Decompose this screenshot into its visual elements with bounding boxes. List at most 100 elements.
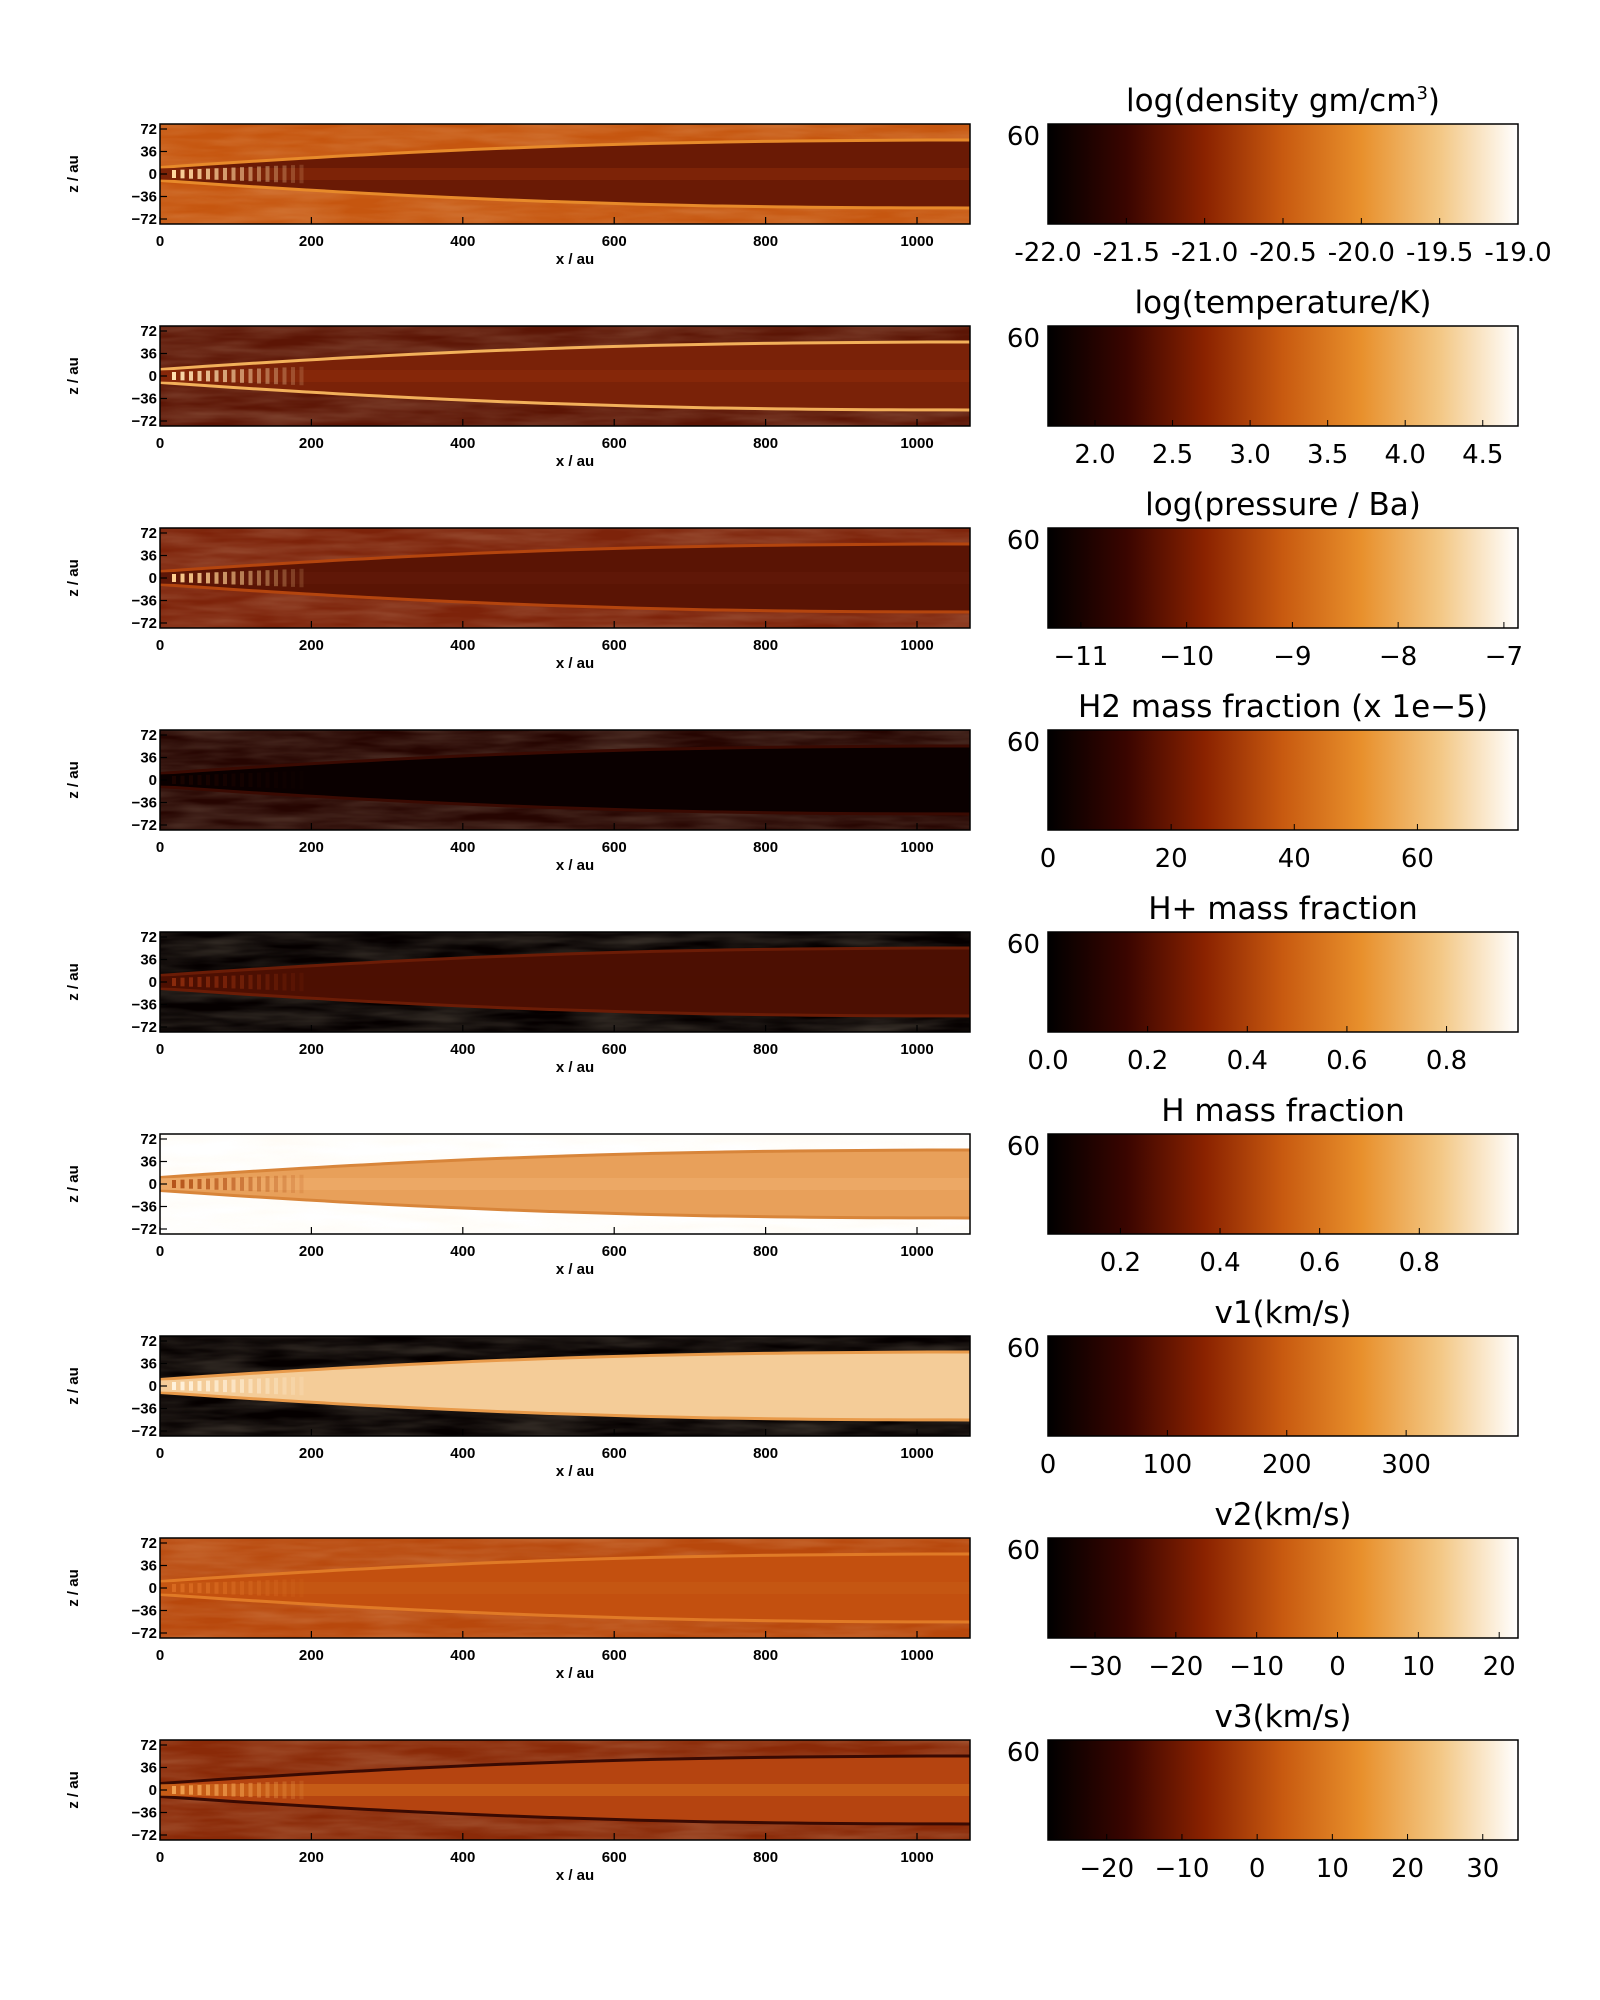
colorbar-tick-label: −11 [1053, 642, 1108, 672]
x-tick-label: 1000 [900, 1849, 933, 1866]
jet-knot [248, 772, 253, 788]
x-axis-label: x / au [556, 1665, 594, 1682]
jet-knot [172, 1584, 176, 1592]
x-tick-label: 1000 [900, 637, 933, 654]
jet-knot [197, 1380, 202, 1392]
panel-pressure: 72 36 0 −36 −72 0 200 400 600 800 1000 x / au z / au… [65, 487, 1523, 672]
colorbar-tick-label: 0.6 [1326, 1046, 1367, 1076]
jet-knot [206, 370, 210, 382]
jet-knot [282, 1579, 287, 1597]
x-tick-label: 200 [299, 637, 324, 654]
jet-knot [214, 1178, 219, 1190]
jet-knot [189, 775, 193, 785]
jet-knot [299, 568, 304, 588]
z-tick-label: 0 [149, 1580, 157, 1597]
jet-map-density [160, 124, 970, 224]
colorbar-tick-label: 20 [1483, 1652, 1516, 1682]
z-tick-label: 0 [149, 368, 157, 385]
colorbar-tick-label: 0.8 [1426, 1046, 1467, 1076]
jet-knot [240, 975, 244, 989]
x-tick-label: 0 [156, 435, 164, 452]
jet-knot [299, 1376, 304, 1396]
colorbar-tick-label: 100 [1143, 1450, 1193, 1480]
colorbar-title: v3(km/s) [1214, 1699, 1351, 1735]
z-tick-label: −36 [132, 189, 157, 206]
x-axis-label: x / au [556, 1867, 594, 1884]
colorbar-tick-label: 0 [1040, 1450, 1057, 1480]
jet-knot [197, 572, 202, 584]
jet-knot [231, 369, 236, 383]
jet-map-h2 [160, 730, 970, 830]
jet-knot [223, 1379, 227, 1393]
jet-knot [189, 1583, 193, 1593]
x-tick-label: 800 [753, 233, 778, 250]
jet-knot [197, 774, 202, 786]
z-tick-label: −36 [132, 1199, 157, 1216]
colorbar-tick-label: 20 [1391, 1854, 1424, 1884]
x-axis-label: x / au [556, 857, 594, 874]
z-axis-label: z / au [65, 761, 82, 799]
jet-knot [248, 368, 253, 384]
jet-knot [223, 1783, 227, 1797]
colorbar-v3 [1047, 1739, 1519, 1841]
jet-knot [189, 169, 193, 179]
jet-knot [265, 368, 270, 384]
jet-knot [248, 974, 253, 990]
jet-knot [248, 1782, 253, 1798]
z-tick-label: 0 [149, 1176, 157, 1193]
jet-knot [197, 1178, 202, 1190]
x-tick-label: 1000 [900, 233, 933, 250]
x-tick-label: 800 [753, 839, 778, 856]
z-tick-label: 0 [149, 1782, 157, 1799]
colorbar-tick-label: 0.4 [1227, 1046, 1268, 1076]
z-tick-label: 72 [140, 1131, 157, 1148]
jet-knot [223, 369, 227, 383]
colorbar-title-text: H mass fraction [1161, 1093, 1405, 1129]
jet-knot [189, 1179, 193, 1189]
z-axis-label: z / au [65, 1165, 82, 1203]
jet-knot [248, 570, 253, 586]
colorbar-temperature [1047, 325, 1519, 427]
colorbar-tick-label: −8 [1379, 642, 1417, 672]
jet-knot [291, 1175, 295, 1193]
colorbar-tick-label: 10 [1316, 1854, 1349, 1884]
x-tick-label: 800 [753, 1041, 778, 1058]
z-tick-label: 0 [149, 166, 157, 183]
z-axis-label: z / au [65, 559, 82, 597]
colorbar-title: log(pressure / Ba) [1145, 487, 1421, 523]
z-tick-label: −72 [132, 1423, 157, 1440]
jet-knot [231, 975, 236, 989]
jet-knot [231, 1783, 236, 1797]
colorbar-side-label: 60 [1007, 324, 1040, 354]
z-tick-label: 36 [140, 548, 157, 565]
jet-knot [231, 571, 236, 585]
jet-knot [240, 1379, 244, 1393]
jet-knot [206, 1380, 210, 1392]
x-axis-label: x / au [556, 1059, 594, 1076]
x-tick-label: 200 [299, 435, 324, 452]
jet-knot [223, 167, 227, 181]
z-tick-label: −36 [132, 1401, 157, 1418]
x-tick-label: 800 [753, 435, 778, 452]
z-tick-label: 36 [140, 1558, 157, 1575]
colorbar-tick-label: −9 [1273, 642, 1311, 672]
colorbar-title: H2 mass fraction (x 1e−5) [1078, 689, 1488, 725]
x-tick-label: 1000 [900, 1445, 933, 1462]
colorbar-title: H mass fraction [1161, 1093, 1405, 1129]
colorbar-tick-label: 4.0 [1385, 440, 1426, 470]
jet-knot [291, 569, 295, 587]
jet-knot [257, 368, 261, 384]
z-tick-label: 72 [140, 929, 157, 946]
jet-knot [265, 772, 270, 788]
jet-knot [282, 1781, 287, 1799]
jet-core [160, 1380, 970, 1392]
x-tick-label: 0 [156, 1849, 164, 1866]
colorbar-tick-label: 0.4 [1199, 1248, 1240, 1278]
jet-knot [206, 572, 210, 584]
z-tick-label: 72 [140, 323, 157, 340]
jet-knot [282, 771, 287, 789]
z-tick-label: 72 [140, 727, 157, 744]
jet-knot [299, 1578, 304, 1598]
jet-knot [197, 168, 202, 180]
jet-knot [206, 976, 210, 988]
